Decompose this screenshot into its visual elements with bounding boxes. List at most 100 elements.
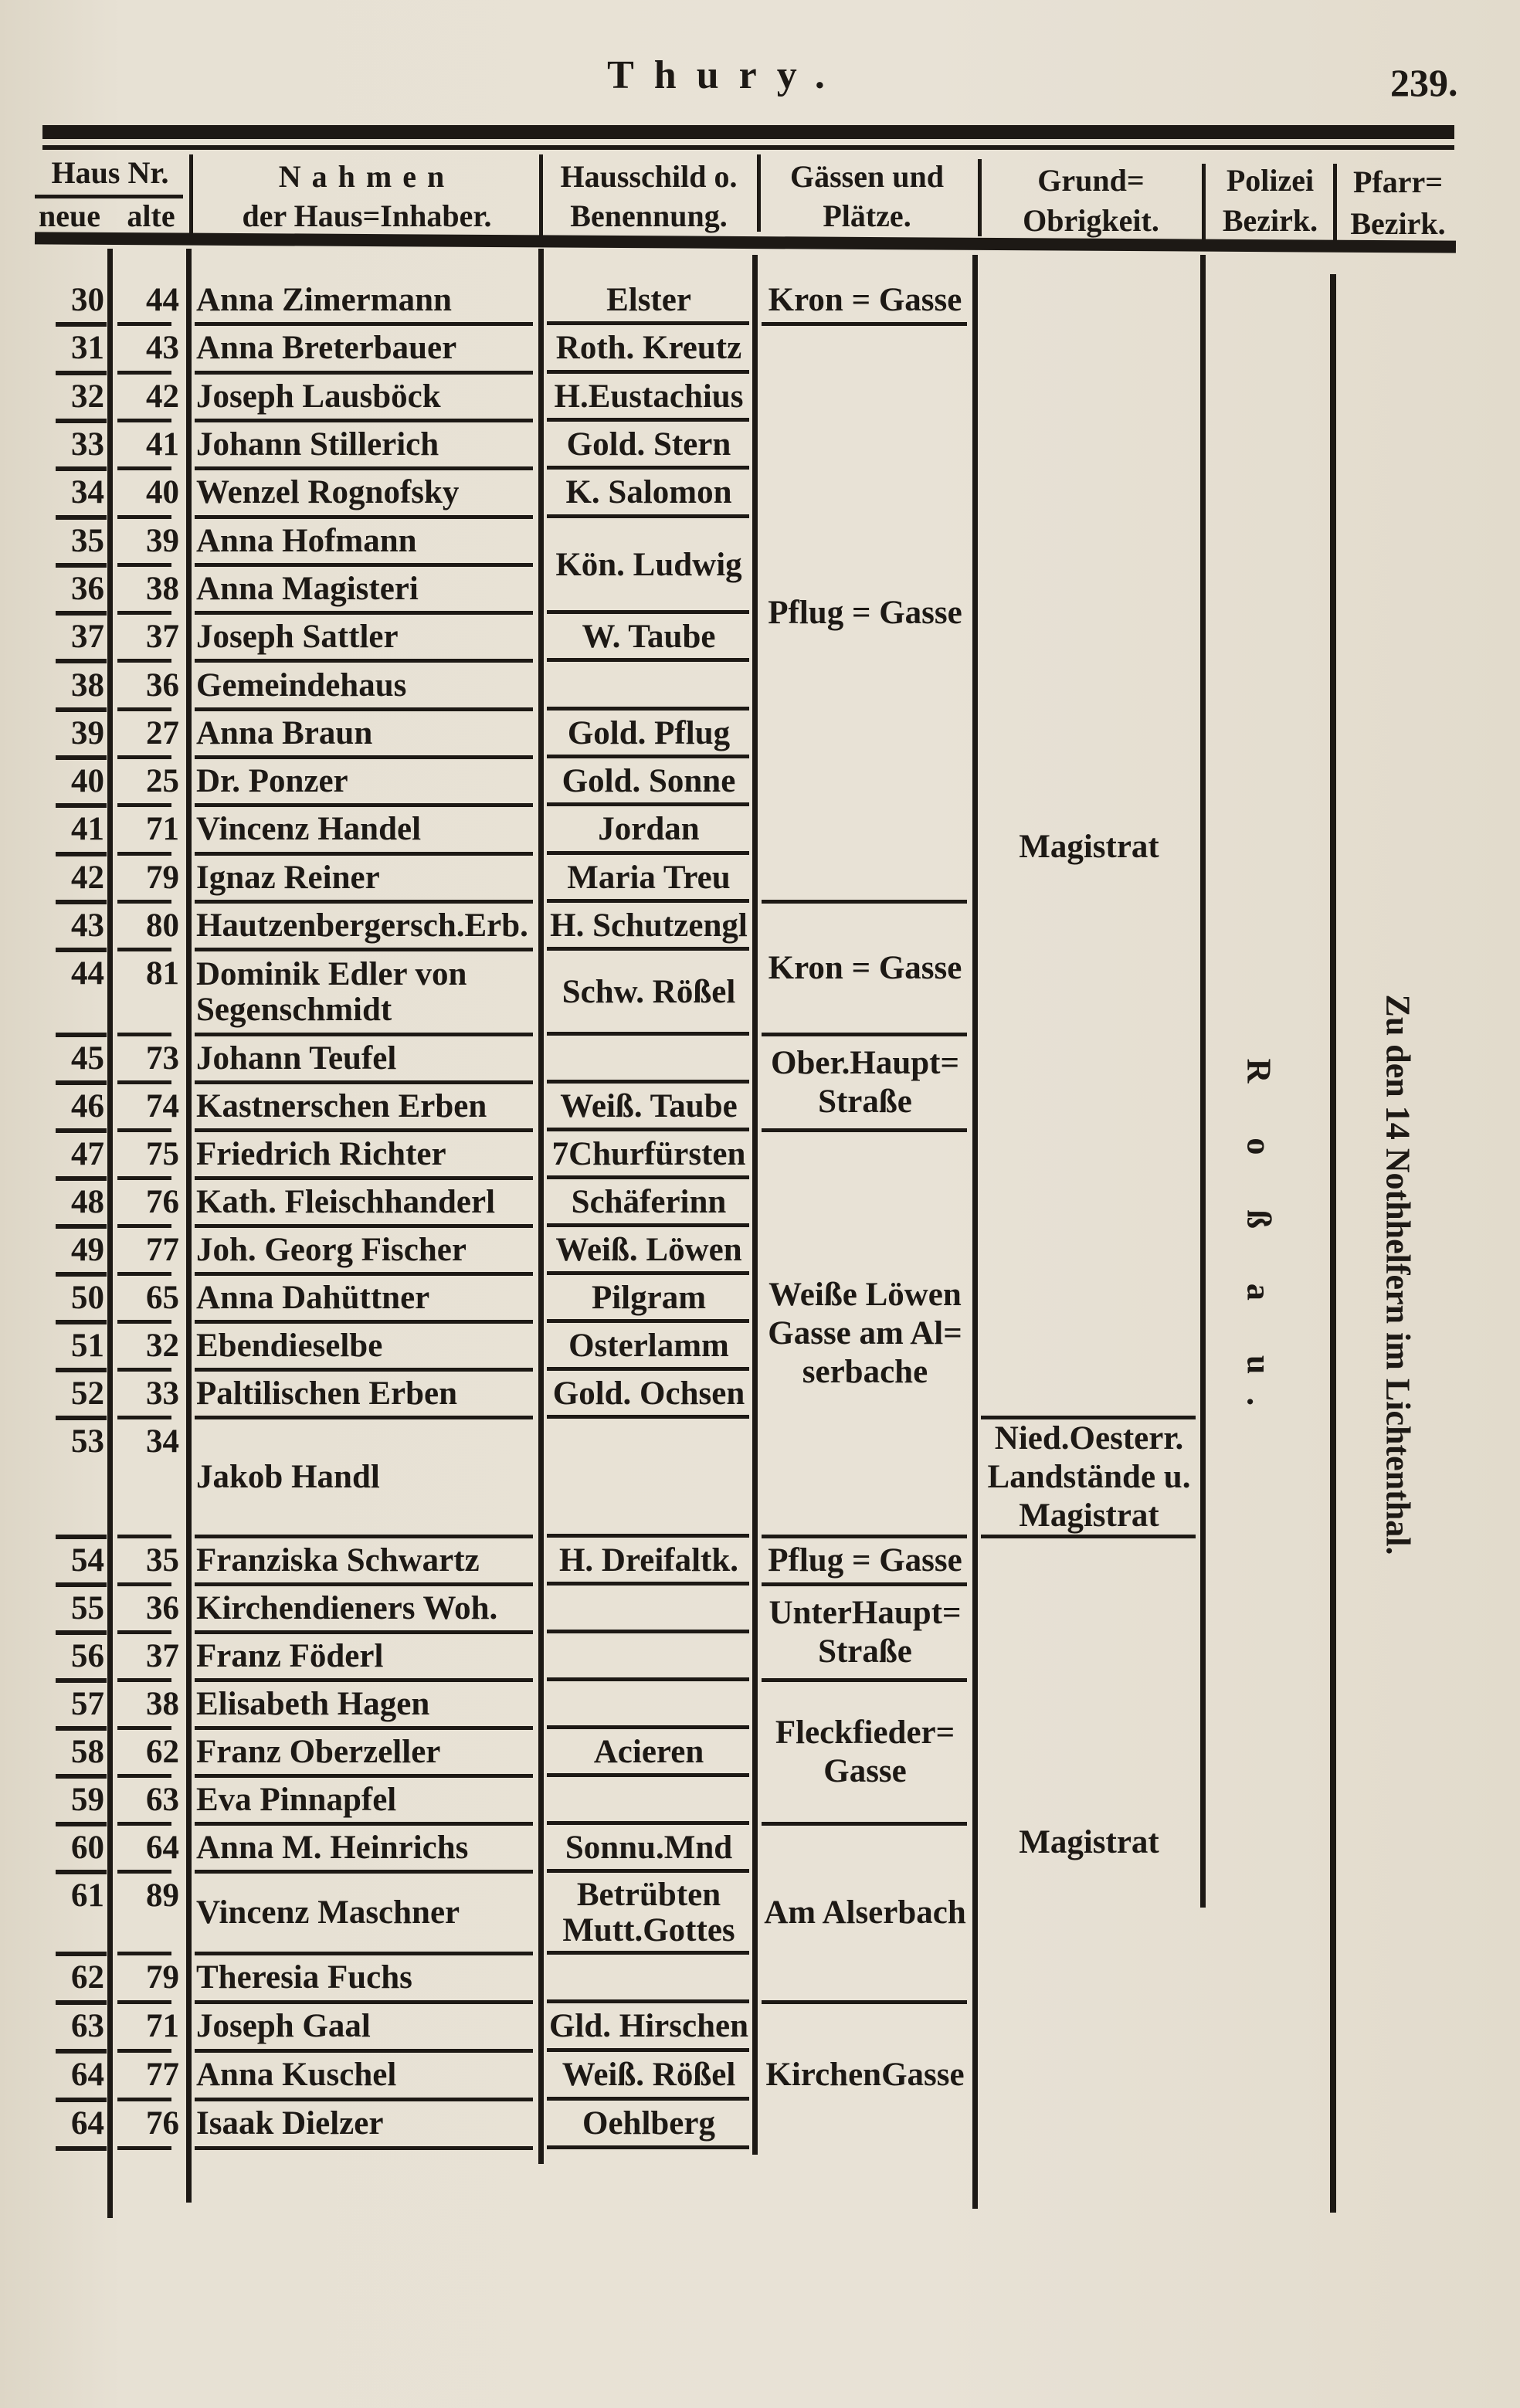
row-rule [56, 2145, 107, 2151]
row-rule [117, 851, 171, 856]
house-number-old: 62 [146, 1733, 179, 1770]
owner-name: Anna Magisteri [196, 570, 419, 607]
street-cell: Kron = Gasse [768, 282, 962, 319]
house-sign: Sonnu.Mnd [565, 1829, 733, 1866]
house-sign: Pilgram [591, 1279, 707, 1316]
header-grund-sub: Obrigkeit. [1023, 203, 1159, 238]
house-number-new: 64 [71, 2105, 104, 2142]
row-rule [547, 2096, 749, 2101]
house-number-new: 36 [71, 570, 104, 607]
row-rule [195, 1080, 533, 1084]
row-rule [195, 803, 533, 808]
row-rule [56, 755, 107, 760]
house-number-new: 46 [71, 1087, 104, 1124]
row-rule [195, 514, 533, 519]
row-rule [117, 1271, 171, 1276]
row-rule [117, 1128, 171, 1132]
house-number-new: 38 [71, 666, 104, 704]
owner-name: Franziska Schwartz [196, 1541, 480, 1579]
house-number-old: 71 [146, 2008, 179, 2045]
house-number-new: 54 [71, 1541, 104, 1579]
row-rule [117, 1223, 171, 1228]
header-haus-nr: Haus Nr. [51, 155, 169, 190]
house-number-old: 41 [146, 426, 179, 463]
house-sign [545, 1585, 753, 1633]
row-rule [195, 755, 533, 759]
house-number-old: 79 [146, 1959, 179, 1996]
row-rule [56, 514, 107, 520]
row-rule [195, 851, 533, 856]
row-rule [117, 707, 171, 711]
row-rule [117, 1677, 171, 1682]
header-col-divider [1202, 164, 1206, 239]
house-sign: Gold. Stern [566, 426, 731, 463]
house-number-new: 52 [71, 1375, 104, 1412]
house-number-old: 71 [146, 811, 179, 848]
row-rule [195, 1773, 533, 1778]
row-rule [56, 659, 107, 664]
house-number-new: 30 [71, 282, 104, 319]
house-number-new: 55 [71, 1589, 104, 1626]
row-rule [117, 1999, 171, 2004]
header-col-divider [1333, 164, 1337, 241]
house-number-new: 42 [71, 859, 104, 896]
street-cell-rule [762, 1677, 967, 1682]
house-number-new: 44 [71, 955, 104, 992]
row-rule [56, 1869, 107, 1874]
row-rule [547, 1629, 749, 1633]
row-rule [56, 1630, 107, 1635]
house-number-new: 47 [71, 1135, 104, 1172]
house-sign: Maria Treu [567, 859, 731, 896]
row-rule [56, 803, 107, 809]
owner-name: Johann Stillerich [196, 426, 439, 463]
column-line [1330, 274, 1336, 2213]
house-sign: Elster [606, 282, 691, 319]
row-rule [195, 707, 533, 711]
house-number-new: 43 [71, 907, 104, 944]
page-title: Thury. [607, 53, 845, 97]
house-number-new: 63 [71, 2008, 104, 2045]
street-cell-rule [762, 1128, 967, 1132]
row-rule [117, 2097, 171, 2101]
house-number-new: 58 [71, 1733, 104, 1770]
row-rule [56, 2097, 107, 2102]
house-number-new: 45 [71, 1040, 104, 1077]
column-line [186, 249, 192, 2203]
row-rule [547, 1820, 749, 1825]
street-cell: KirchenGasse [765, 2057, 965, 2094]
row-rule [117, 1773, 171, 1778]
house-number-old: 38 [146, 570, 179, 607]
owner-name: Anna Braun [196, 714, 373, 751]
house-number-new: 49 [71, 1231, 104, 1268]
row-rule [56, 562, 107, 568]
row-rule [547, 1772, 749, 1777]
row-rule [547, 1079, 749, 1084]
owner-name: Anna Zimermann [196, 282, 452, 319]
row-rule [195, 1869, 533, 1874]
house-sign [545, 1776, 753, 1824]
street-cell: Am Alserbach [764, 1894, 966, 1931]
header-col-divider [539, 154, 543, 238]
house-sign: K. Salomon [565, 474, 732, 511]
row-rule [547, 417, 749, 422]
row-rule [195, 1999, 533, 2004]
row-rule [117, 1319, 171, 1324]
row-rule [117, 466, 171, 471]
house-number-old: 36 [146, 1589, 179, 1626]
house-sign: Jordan [598, 811, 700, 848]
house-number-old: 37 [146, 1637, 179, 1674]
house-number-old: 77 [146, 2057, 179, 2094]
house-number-new: 37 [71, 619, 104, 656]
header-gassen-sub: Plätze. [823, 198, 911, 233]
house-number-new: 51 [71, 1327, 104, 1364]
row-rule [195, 1415, 533, 1419]
owner-name: Anna Kuschel [196, 2057, 397, 2094]
row-rule [56, 1534, 107, 1539]
row-rule [117, 1630, 171, 1634]
pfarr-bezirk-text: Zu den 14 Nothhelfern im Lichtenthal. [1379, 993, 1417, 1555]
street-cell: Pflug = Gasse [768, 595, 962, 632]
header-divider [35, 195, 183, 198]
row-rule [195, 1582, 533, 1586]
owner-name: Elisabeth Hagen [196, 1685, 430, 1722]
